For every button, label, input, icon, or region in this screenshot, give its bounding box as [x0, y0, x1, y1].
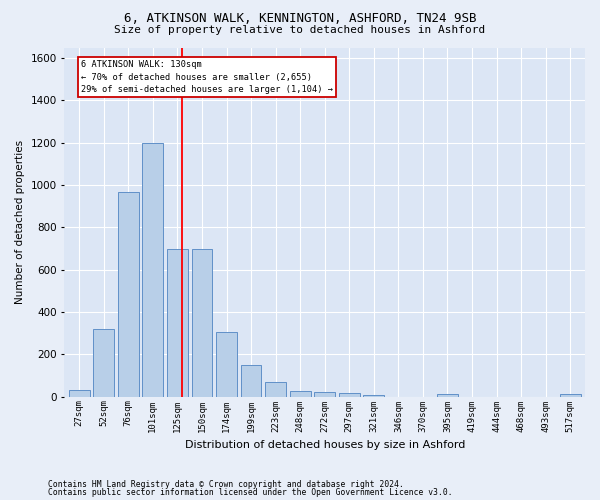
Text: 6 ATKINSON WALK: 130sqm
← 70% of detached houses are smaller (2,655)
29% of semi: 6 ATKINSON WALK: 130sqm ← 70% of detache… — [81, 60, 333, 94]
X-axis label: Distribution of detached houses by size in Ashford: Distribution of detached houses by size … — [185, 440, 465, 450]
Bar — [216, 332, 237, 396]
Bar — [339, 394, 360, 396]
Text: Size of property relative to detached houses in Ashford: Size of property relative to detached ho… — [115, 25, 485, 35]
Bar — [191, 248, 212, 396]
Text: Contains public sector information licensed under the Open Government Licence v3: Contains public sector information licen… — [48, 488, 452, 497]
Bar — [290, 390, 311, 396]
Bar — [364, 394, 384, 396]
Bar — [314, 392, 335, 396]
Y-axis label: Number of detached properties: Number of detached properties — [15, 140, 25, 304]
Bar — [118, 192, 139, 396]
Text: 6, ATKINSON WALK, KENNINGTON, ASHFORD, TN24 9SB: 6, ATKINSON WALK, KENNINGTON, ASHFORD, T… — [124, 12, 476, 26]
Bar — [142, 142, 163, 396]
Bar — [560, 394, 581, 396]
Bar — [241, 365, 262, 396]
Text: Contains HM Land Registry data © Crown copyright and database right 2024.: Contains HM Land Registry data © Crown c… — [48, 480, 404, 489]
Bar — [265, 382, 286, 396]
Bar — [69, 390, 89, 396]
Bar — [167, 248, 188, 396]
Bar — [437, 394, 458, 396]
Bar — [93, 329, 114, 396]
